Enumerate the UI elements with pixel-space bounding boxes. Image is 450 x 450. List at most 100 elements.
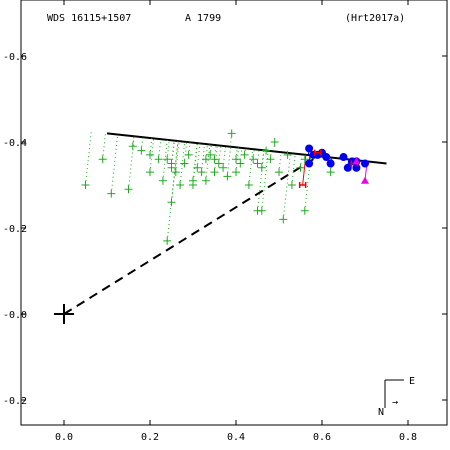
magenta-point (361, 176, 369, 184)
plus-point (300, 206, 309, 215)
plus-point (257, 163, 266, 172)
plus-point (232, 155, 240, 164)
plus-point (163, 155, 172, 164)
plus-point (137, 146, 146, 155)
plus-point (167, 163, 176, 172)
blue-point (343, 163, 352, 172)
y-tick-label: -0.6 (3, 52, 27, 63)
blue-point (352, 163, 361, 172)
residual-line (214, 145, 218, 173)
plus-point (300, 155, 309, 164)
plus-point (270, 138, 279, 146)
magenta-point (352, 157, 361, 165)
plus-point (287, 181, 296, 189)
plus-point (223, 172, 232, 181)
residual-line (166, 140, 170, 160)
red-point (298, 182, 307, 188)
plus-point (146, 168, 154, 177)
plus-point (167, 198, 176, 207)
x-tick-group: 0.0 0.2 0.4 0.6 0.8 (55, 0, 417, 443)
x-tick-label: 0.8 (399, 432, 417, 443)
blue-point (305, 144, 314, 153)
plus-point (81, 181, 90, 189)
node-line (63, 158, 314, 315)
red-point (313, 149, 322, 156)
plus-point (197, 168, 206, 177)
plus-point (262, 146, 271, 155)
x-tick-label: 0.2 (141, 432, 159, 443)
plus-point (124, 185, 133, 194)
plus-point (201, 176, 210, 185)
residual-line (196, 143, 201, 168)
y-tick-group: -0.2 -0.0 -0.2 -0.4 -0.6 (3, 52, 447, 407)
plus-point (249, 155, 258, 164)
x-tick-label: 0.4 (227, 432, 245, 443)
residual-line (209, 144, 212, 155)
residual-line (205, 144, 209, 160)
plus-point (279, 215, 288, 224)
plus-point (244, 181, 253, 189)
plus-point (253, 159, 262, 168)
plus-point (176, 181, 185, 189)
residual-line (269, 151, 272, 160)
plus-point (296, 163, 305, 172)
blue-point (326, 159, 335, 168)
residual-line (235, 147, 240, 173)
plus-point (163, 236, 172, 245)
blue-point (305, 159, 314, 168)
y-tick-label: -0.0 (3, 310, 27, 321)
plus-point (210, 168, 219, 177)
x-tick-label: 0.6 (313, 432, 331, 443)
y-tick-label: -0.2 (3, 396, 27, 407)
plus-point (146, 150, 154, 159)
residual-line (201, 143, 206, 173)
system-designation: WDS 16115+1507 (47, 13, 131, 24)
compass-icon: E N → (378, 376, 415, 418)
residual-line (273, 141, 276, 152)
blue-point (361, 159, 369, 168)
residual-line (179, 141, 186, 186)
plus-point (171, 168, 180, 177)
compass-east-label: E (409, 376, 415, 387)
blue-point (339, 153, 348, 162)
y-tick-label: -0.2 (3, 224, 27, 235)
residual-line (149, 138, 153, 155)
compass-arrow-icon: → (392, 397, 398, 408)
plus-point (158, 176, 167, 185)
residual-line (158, 139, 162, 160)
residual-line (162, 139, 168, 181)
plus-point (326, 168, 335, 177)
plus-point (257, 206, 266, 215)
residual-line (302, 154, 307, 186)
plus-point (201, 155, 210, 164)
residual-line (166, 140, 179, 241)
residual-line (252, 149, 255, 160)
plus-point (214, 159, 223, 168)
data-points (81, 129, 369, 245)
reference-code: (Hrt2017a) (345, 13, 405, 24)
plus-point (219, 163, 228, 172)
plus-point (193, 163, 202, 172)
plus-point (189, 176, 197, 185)
residual-line (132, 136, 135, 147)
compass-north-label: N (378, 407, 384, 418)
plus-point (283, 150, 292, 159)
plus-point (232, 168, 240, 177)
y-tick-label: -0.4 (3, 138, 27, 149)
plus-point (206, 150, 215, 159)
residual-line (278, 152, 282, 173)
plus-point (236, 159, 245, 168)
plus-point (240, 150, 249, 159)
plus-point (266, 155, 275, 164)
plus-point (154, 155, 163, 164)
residual-line (226, 146, 232, 177)
x-tick-label: 0.0 (55, 432, 73, 443)
plus-point (275, 168, 283, 177)
plus-point (128, 142, 137, 151)
residual-line (102, 133, 106, 160)
plus-point (184, 150, 193, 159)
pair-designation: A 1799 (185, 13, 221, 24)
plot-frame (20, 0, 448, 426)
